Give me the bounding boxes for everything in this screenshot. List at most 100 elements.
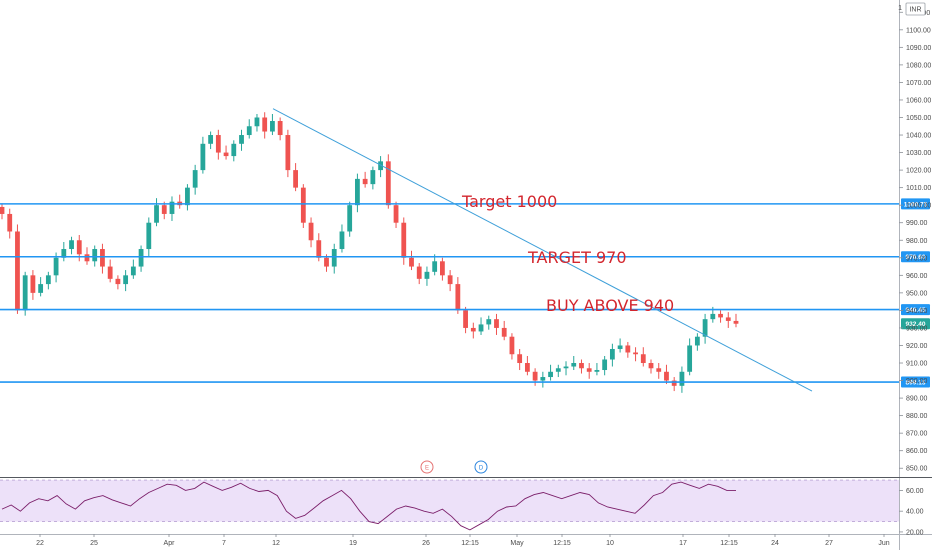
candle-body <box>501 327 507 337</box>
candle-body <box>710 313 716 320</box>
time-tick-label: 12:15 <box>461 540 479 547</box>
candle-body <box>548 371 553 378</box>
time-tick-label: 27 <box>825 540 833 547</box>
candle-body <box>617 345 623 349</box>
candle-body <box>154 205 159 223</box>
price-tick-label: 1010.00 <box>906 185 931 192</box>
candle-body <box>524 363 530 372</box>
candle-body <box>385 161 391 206</box>
time-tick-label: 12:15 <box>553 540 571 547</box>
candle-body <box>594 370 600 372</box>
time-tick-label: Apr <box>164 540 176 547</box>
time-tick-label: 25 <box>90 540 98 547</box>
candle-body <box>277 121 283 136</box>
candle-body <box>254 117 260 127</box>
candle-body <box>293 170 298 188</box>
candle-body <box>494 319 499 328</box>
candle-body <box>393 205 399 223</box>
horizontal-levels[interactable]: 1000.75 970.60 940.45 899.15 932.40 <box>0 198 930 388</box>
dividend-marker[interactable]: D <box>474 460 488 474</box>
time-tick-label: 10 <box>606 540 614 547</box>
level-badge-label: 970.60 <box>906 254 926 261</box>
currency-badge[interactable]: INR <box>905 2 926 16</box>
candle-body <box>192 170 198 188</box>
candle-body <box>355 178 360 206</box>
candle-body <box>331 249 337 267</box>
candle-body <box>694 336 700 346</box>
candle-body <box>339 231 345 250</box>
level-badge <box>901 304 930 316</box>
candle-body <box>30 275 36 293</box>
annotation-target-970: TARGET 970 <box>527 248 627 267</box>
candle-body <box>53 257 59 276</box>
annotations: Target 1000 TARGET 970 BUY ABOVE 940 <box>461 192 674 315</box>
price-tick-label: 870.00 <box>906 431 928 438</box>
candle-body <box>702 319 708 337</box>
price-tick-label: 940.00 <box>906 308 928 315</box>
candle-body <box>185 187 190 206</box>
candle-body <box>308 222 314 241</box>
candle-body <box>316 240 322 258</box>
candle-body <box>656 368 662 372</box>
price-axis[interactable]: 850.00 860.00 870.00 880.00 890.00 900.00 910.… <box>899 10 931 473</box>
price-tick-label: 1070.00 <box>906 80 931 87</box>
candle-body <box>285 135 291 171</box>
rsi-band <box>0 480 899 522</box>
candle-body <box>92 249 98 262</box>
candle-body <box>115 278 121 285</box>
candle-body <box>586 368 592 372</box>
candle-body <box>563 366 569 369</box>
candle-body <box>478 324 484 332</box>
time-tick-label: 7 <box>222 540 226 547</box>
candle-body <box>208 135 214 144</box>
candle-body <box>725 317 731 321</box>
candle-body <box>424 271 430 279</box>
candle-body <box>239 135 244 144</box>
candle-body <box>470 327 476 332</box>
earnings-marker[interactable]: E <box>420 460 434 474</box>
candle-body <box>324 257 329 267</box>
annotation-target-1000: Target 1000 <box>461 192 557 211</box>
price-tick-label: 930.00 <box>906 325 928 332</box>
candle-body <box>432 261 438 272</box>
candle-body <box>69 240 74 250</box>
time-tick-label: May <box>510 540 524 547</box>
candle-body <box>370 170 376 185</box>
candle-body <box>0 206 5 214</box>
level-badge <box>901 198 930 210</box>
svg-text:E: E <box>425 466 429 472</box>
candlestick-series <box>0 112 739 393</box>
candle-body <box>123 275 129 285</box>
candle-body <box>602 359 608 371</box>
candle-body <box>146 222 152 250</box>
price-tick-label: 1050.00 <box>906 115 931 122</box>
price-tick-label: 960.00 <box>906 273 928 280</box>
candle-body <box>463 310 468 328</box>
level-badge-label: 940.45 <box>906 307 926 314</box>
candle-body <box>671 380 677 386</box>
candle-body <box>555 368 561 372</box>
candle-body <box>161 205 167 214</box>
candle-body <box>416 266 422 279</box>
corner-label: 1 <box>898 5 902 12</box>
price-tick-label: 980.00 <box>906 238 928 245</box>
level-badge <box>901 376 930 388</box>
time-tick-label: 26 <box>422 540 430 547</box>
price-tick-label: 970.00 <box>906 255 928 262</box>
candle-body <box>362 178 368 185</box>
trendline[interactable] <box>272 108 813 392</box>
last-price-badge <box>901 318 930 330</box>
candle-body <box>22 275 28 311</box>
price-tick-label: 1040.00 <box>906 133 931 140</box>
price-tick-label: 1020.00 <box>906 168 931 175</box>
candle-body <box>509 336 515 355</box>
candle-body <box>262 117 268 132</box>
candle-body <box>169 201 175 214</box>
time-tick-label: 12:15 <box>720 540 738 547</box>
candle-body <box>270 121 275 132</box>
event-markers[interactable]: E D <box>420 460 488 474</box>
candle-body <box>532 371 538 381</box>
time-axis[interactable]: 22 25 Apr 7 12 19 26 12:15 May 12:15 10 17 12:15 24 27… <box>36 534 890 547</box>
